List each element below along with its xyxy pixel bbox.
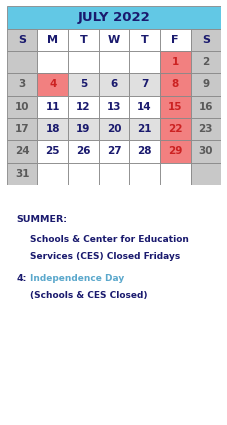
Text: 28: 28 — [137, 146, 151, 156]
Text: 12: 12 — [76, 102, 90, 112]
Bar — [68, 96, 98, 118]
Text: 30: 30 — [198, 146, 212, 156]
Bar — [68, 29, 98, 51]
Bar — [190, 96, 220, 118]
Bar — [68, 163, 98, 185]
Bar — [68, 118, 98, 140]
Bar — [159, 118, 190, 140]
Bar — [37, 163, 68, 185]
Text: 16: 16 — [198, 102, 212, 112]
Bar — [98, 118, 129, 140]
Bar — [129, 51, 159, 74]
Bar — [190, 29, 220, 51]
Text: JULY 2022: JULY 2022 — [77, 11, 150, 24]
Text: 2: 2 — [201, 57, 209, 67]
Text: 25: 25 — [45, 146, 60, 156]
Bar — [159, 96, 190, 118]
Text: 21: 21 — [137, 124, 151, 134]
Bar — [129, 74, 159, 96]
Bar — [98, 74, 129, 96]
Bar — [129, 29, 159, 51]
Bar — [159, 140, 190, 163]
Bar — [7, 163, 37, 185]
Bar — [159, 51, 190, 74]
Bar — [98, 96, 129, 118]
Bar — [68, 74, 98, 96]
Bar — [98, 163, 129, 185]
Bar — [7, 74, 37, 96]
Bar — [37, 96, 68, 118]
Text: 31: 31 — [15, 169, 29, 179]
Bar — [7, 118, 37, 140]
Bar — [7, 29, 37, 51]
Text: 11: 11 — [45, 102, 60, 112]
Text: T: T — [79, 35, 87, 45]
Text: 1: 1 — [171, 57, 178, 67]
Text: 14: 14 — [137, 102, 151, 112]
Text: 19: 19 — [76, 124, 90, 134]
Text: 26: 26 — [76, 146, 90, 156]
Bar — [129, 140, 159, 163]
Bar — [37, 51, 68, 74]
Bar — [159, 163, 190, 185]
Text: 4: 4 — [49, 79, 56, 90]
Bar — [7, 51, 37, 74]
Bar — [7, 6, 220, 29]
Bar — [68, 140, 98, 163]
Bar — [37, 74, 68, 96]
Bar — [37, 140, 68, 163]
Text: 24: 24 — [15, 146, 29, 156]
Bar — [98, 140, 129, 163]
Text: 23: 23 — [198, 124, 212, 134]
Text: 18: 18 — [45, 124, 60, 134]
Text: 29: 29 — [167, 146, 182, 156]
Text: Services (CES) Closed Fridays: Services (CES) Closed Fridays — [30, 252, 180, 261]
Bar — [129, 163, 159, 185]
Bar — [129, 96, 159, 118]
Bar — [7, 96, 37, 118]
Bar — [129, 118, 159, 140]
Bar — [190, 118, 220, 140]
Text: 27: 27 — [106, 146, 121, 156]
Text: 5: 5 — [79, 79, 87, 90]
Text: T: T — [140, 35, 148, 45]
Text: SUMMER:: SUMMER: — [17, 215, 68, 224]
Text: 15: 15 — [167, 102, 182, 112]
Text: 7: 7 — [140, 79, 148, 90]
Bar — [190, 140, 220, 163]
Text: 13: 13 — [106, 102, 121, 112]
Text: 10: 10 — [15, 102, 29, 112]
Bar — [68, 51, 98, 74]
Text: S: S — [201, 35, 209, 45]
Bar — [159, 29, 190, 51]
Bar — [190, 74, 220, 96]
Text: 17: 17 — [15, 124, 29, 134]
Text: M: M — [47, 35, 58, 45]
Text: 6: 6 — [110, 79, 117, 90]
Text: S: S — [18, 35, 26, 45]
Text: 3: 3 — [18, 79, 26, 90]
Bar — [98, 51, 129, 74]
Text: 20: 20 — [106, 124, 121, 134]
Text: F: F — [171, 35, 178, 45]
Bar — [37, 29, 68, 51]
Bar — [190, 51, 220, 74]
Bar — [98, 29, 129, 51]
Text: Independence Day: Independence Day — [30, 274, 124, 283]
Bar — [37, 118, 68, 140]
Text: 9: 9 — [201, 79, 208, 90]
Text: 8: 8 — [171, 79, 178, 90]
Bar — [190, 163, 220, 185]
Text: 4:: 4: — [17, 274, 27, 283]
Text: (Schools & CES Closed): (Schools & CES Closed) — [30, 291, 147, 300]
Text: 22: 22 — [167, 124, 182, 134]
Bar — [159, 74, 190, 96]
Bar — [7, 140, 37, 163]
Text: W: W — [107, 35, 120, 45]
Text: Schools & Center for Education: Schools & Center for Education — [30, 235, 188, 244]
